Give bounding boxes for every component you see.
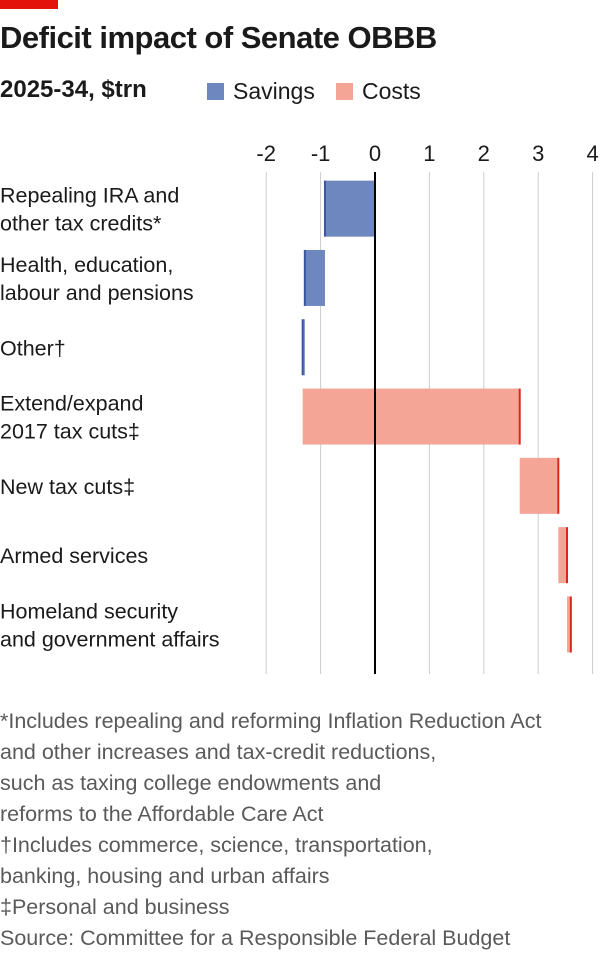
category-label: Health, education, labour and pensions: [0, 253, 194, 305]
x-tick-label: 4: [586, 141, 598, 166]
bar-savings: [304, 249, 325, 306]
footnote-line: †Includes commerce, science, transportat…: [0, 833, 433, 857]
footnotes: *Includes repealing and reforming Inflat…: [0, 706, 600, 954]
x-tick-label: 1: [423, 141, 435, 166]
bar-savings: [324, 180, 375, 237]
bar-savings: [302, 319, 305, 376]
category-label: Repealing IRA and other tax credits*: [0, 184, 179, 236]
chart-subtitle: 2025-34, $trn: [0, 76, 147, 103]
x-tick-label: 2: [478, 141, 490, 166]
legend-label-costs: Costs: [362, 78, 421, 104]
chart-title: Deficit impact of Senate OBBB: [0, 20, 437, 55]
category-label: Homeland security and government affairs: [0, 599, 220, 651]
category-label: Other†: [0, 336, 66, 360]
legend-label-savings: Savings: [233, 78, 315, 104]
bar-costs: [567, 596, 571, 653]
bar-costs: [302, 388, 520, 445]
footnote-line: banking, housing and urban affairs: [0, 864, 330, 888]
legend-item-savings: Savings: [207, 78, 315, 105]
brand-tag: [0, 0, 58, 9]
legend-swatch-costs: [336, 83, 353, 100]
footnote-line: *Includes repealing and reforming Inflat…: [0, 709, 542, 733]
category-label: Armed services: [0, 544, 148, 568]
x-tick-label: -1: [311, 141, 331, 166]
footnote-line: ‡Personal and business: [0, 895, 230, 919]
footnote-line: and other increases and tax-credit reduc…: [0, 740, 437, 764]
category-label: New tax cuts‡: [0, 475, 135, 499]
source-note: Source: Committee for a Responsible Fede…: [0, 926, 511, 950]
waterfall-chart: -2 -1 0 1 2 3 4 Repealing IRA and other tax cred…: [0, 141, 599, 674]
legend-swatch-savings: [207, 83, 224, 100]
x-tick-label: 3: [532, 141, 544, 166]
legend-item-costs: Costs: [336, 78, 421, 105]
x-tick-label: -2: [256, 141, 276, 166]
bar-costs: [519, 457, 559, 514]
footnote-line: reforms to the Affordable Care Act: [0, 802, 324, 826]
bar-costs: [558, 527, 568, 584]
category-label: Extend/expand 2017 tax cuts‡: [0, 392, 143, 444]
footnote-line: such as taxing college endowments and: [0, 771, 382, 795]
x-tick-label: 0: [369, 141, 381, 166]
